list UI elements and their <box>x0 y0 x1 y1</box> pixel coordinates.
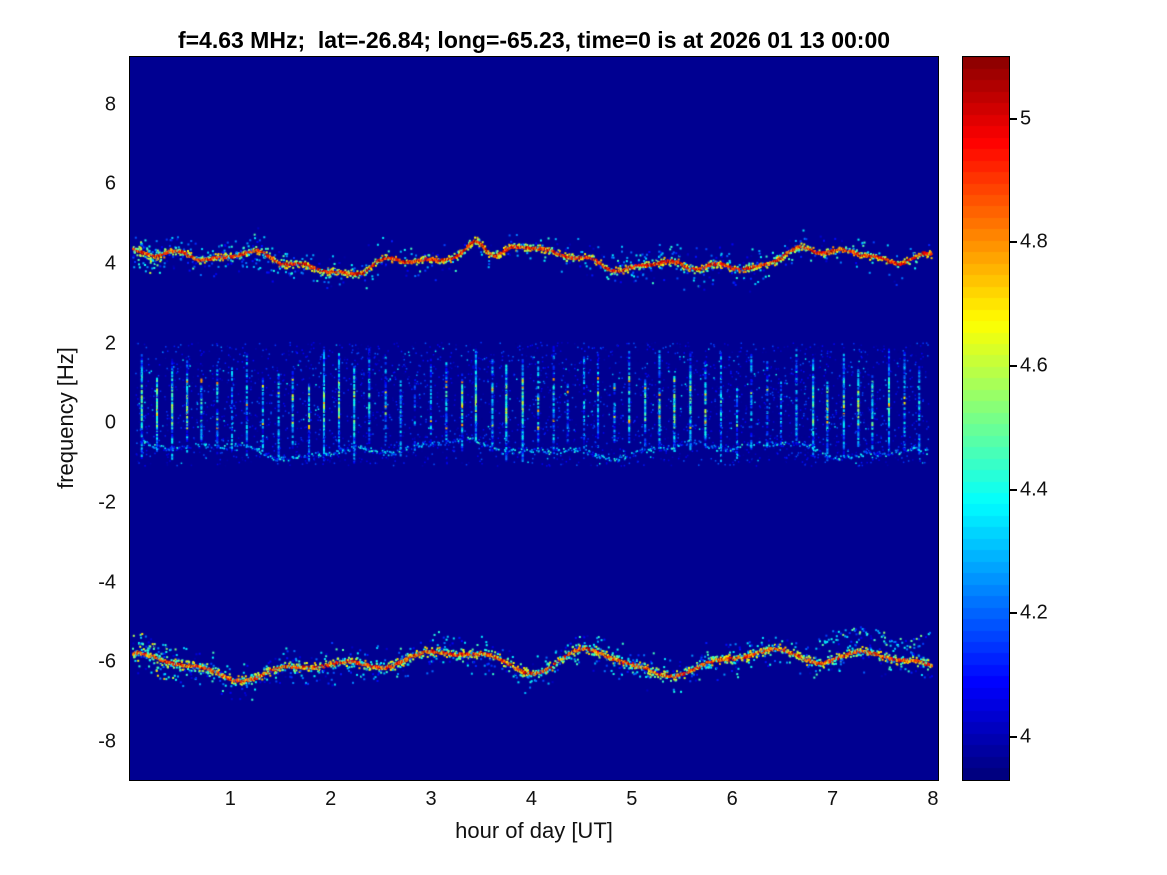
y-tick-label: 6 <box>104 172 116 195</box>
x-tick-label: 2 <box>325 788 337 810</box>
y-tick-label: -4 <box>98 571 116 594</box>
spectrogram-plot <box>129 56 939 781</box>
chart-title: f=4.63 MHz; lat=-26.84; long=-65.23, tim… <box>177 27 891 53</box>
colorbar-tick-mark <box>1010 117 1017 120</box>
x-tick-label: 1 <box>224 788 236 810</box>
colorbar-tick-label: 4.6 <box>1020 354 1048 377</box>
colorbar-tick-mark <box>1010 364 1017 367</box>
colorbar-tick-label: 4.4 <box>1020 478 1048 501</box>
x-axis-label: hour of day [UT] <box>455 818 613 843</box>
colorbar-tick-label: 4.2 <box>1020 601 1048 624</box>
y-tick-label: -8 <box>98 730 116 753</box>
colorbar-tick-mark <box>1010 612 1017 615</box>
x-tick-label: 5 <box>626 788 638 810</box>
y-tick-label: 0 <box>104 411 116 434</box>
y-tick-label: -6 <box>98 650 116 673</box>
colorbar-tick-mark <box>1010 488 1017 491</box>
x-tick-label: 6 <box>726 788 738 810</box>
colorbar-tick-mark <box>1010 735 1017 738</box>
colorbar-tick-mark <box>1010 241 1017 244</box>
colorbar <box>962 56 1010 781</box>
x-tick-label: 7 <box>827 788 839 810</box>
colorbar-tick-label: 5 <box>1020 107 1032 130</box>
x-tick-label: 3 <box>425 788 437 810</box>
colorbar-tick-label: 4 <box>1020 725 1032 748</box>
y-tick-label: 8 <box>104 93 116 116</box>
x-tick-label: 4 <box>525 788 538 810</box>
x-tick-label: 8 <box>927 788 939 810</box>
y-tick-label: 2 <box>104 332 116 355</box>
y-tick-label: 4 <box>104 252 116 275</box>
colorbar-tick-label: 4.8 <box>1020 230 1048 253</box>
y-tick-label: -2 <box>98 491 116 514</box>
